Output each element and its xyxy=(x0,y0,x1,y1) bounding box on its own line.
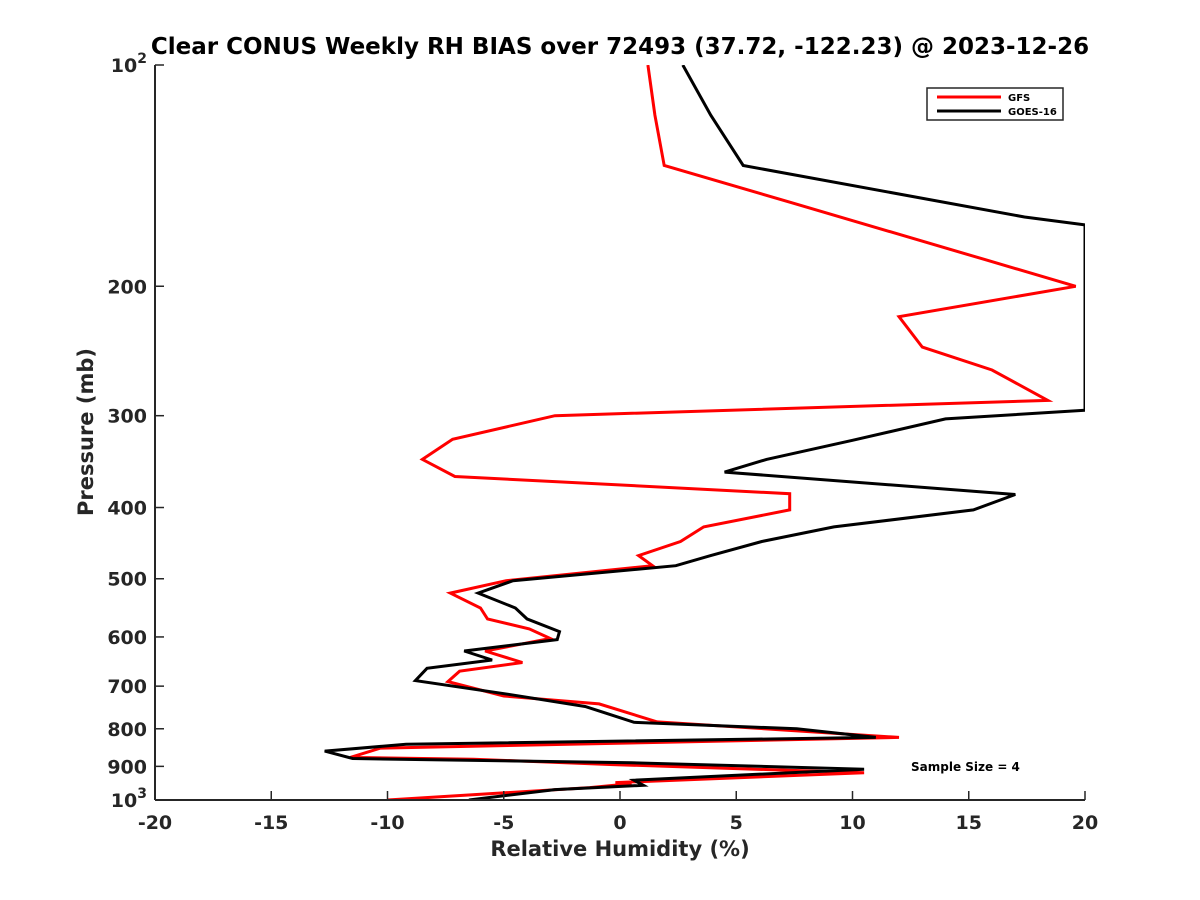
x-tick-label: 15 xyxy=(956,812,982,834)
plot-lines xyxy=(324,65,1085,800)
y-tick-label: 400 xyxy=(107,498,147,520)
y-tick-label: 300 xyxy=(107,406,147,428)
y-tick-label: 500 xyxy=(107,569,147,591)
sample-size-annotation: Sample Size = 4 xyxy=(911,760,1020,774)
y-axis-title: Pressure (mb) xyxy=(74,348,98,516)
x-tick-label: 20 xyxy=(1072,812,1098,834)
y-ticks: 102 200 300 400 500 600 700 800 900 103 xyxy=(107,51,164,812)
legend-label: GOES-16 xyxy=(1008,107,1057,118)
x-tick-label: -5 xyxy=(493,812,514,834)
y-tick-label: 200 xyxy=(107,276,147,298)
y-tick-label: 102 xyxy=(111,51,147,77)
y-tick-label: 600 xyxy=(107,627,147,649)
x-tick-label: 5 xyxy=(730,812,743,834)
chart-title: Clear CONUS Weekly RH BIAS over 72493 (3… xyxy=(151,34,1089,60)
x-axis-title: Relative Humidity (%) xyxy=(490,837,749,861)
x-tick-label: 0 xyxy=(613,812,626,834)
series-line-gfs xyxy=(349,65,1077,800)
x-tick-label: -15 xyxy=(254,812,288,834)
x-tick-label: -20 xyxy=(138,812,172,834)
x-ticks: -20 -15 -10 -5 0 5 10 15 20 xyxy=(138,791,1098,834)
legend-label: GFS xyxy=(1008,93,1030,104)
y-tick-label: 700 xyxy=(107,676,147,698)
x-tick-label: -10 xyxy=(370,812,404,834)
y-tick-label: 900 xyxy=(107,756,147,778)
y-tick-label: 103 xyxy=(111,786,147,812)
legend-box xyxy=(926,87,1064,121)
x-tick-label: 10 xyxy=(839,812,865,834)
y-tick-label: 800 xyxy=(107,719,147,741)
axes xyxy=(154,65,1085,801)
series-line-goes-16 xyxy=(324,65,1085,800)
legend: GFS GOES-16 xyxy=(926,87,1064,121)
